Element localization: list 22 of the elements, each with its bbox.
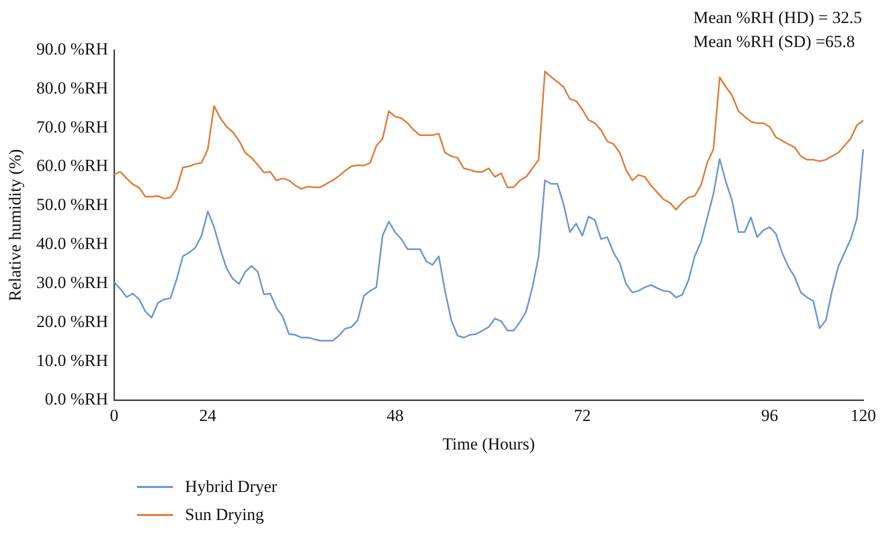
x-tick-label: 0 bbox=[110, 406, 118, 425]
x-axis-title: Time (Hours) bbox=[442, 434, 535, 454]
y-tick-label: 80.0 %RH bbox=[36, 78, 108, 98]
x-tick-label: 72 bbox=[574, 406, 591, 425]
y-tick-label: 90.0 %RH bbox=[36, 39, 108, 58]
x-tick-label: 48 bbox=[386, 406, 404, 425]
y-tick-label: 50.0 %RH bbox=[36, 195, 108, 214]
text: Mean %RH (HD) = 32.5 bbox=[693, 7, 862, 29]
y-tick-label: 10.0 %RH bbox=[36, 350, 108, 370]
y-tick-label: 0.0 %RH bbox=[44, 390, 108, 409]
y-tick-label: 30.0 %RH bbox=[36, 272, 108, 292]
x-tick-label: 24 bbox=[199, 406, 217, 425]
y-tick-label: 60.0 %RH bbox=[36, 156, 108, 176]
annotation: Mean %RH (SD) =65.8 bbox=[693, 31, 856, 53]
legend-label: Sun Drying bbox=[185, 505, 264, 525]
x-tick-label: 120 bbox=[850, 406, 876, 425]
x-tick-label: 96 bbox=[761, 406, 778, 425]
y-tick-label: 70.0 %RH bbox=[36, 117, 108, 136]
y-axis-title: Relative humidity (%) bbox=[6, 149, 25, 302]
y-tick-label: 40.0 %RH bbox=[36, 234, 108, 254]
legend-label: Hybrid Dryer bbox=[185, 477, 278, 497]
y-tick-label: 20.0 %RH bbox=[36, 312, 108, 331]
